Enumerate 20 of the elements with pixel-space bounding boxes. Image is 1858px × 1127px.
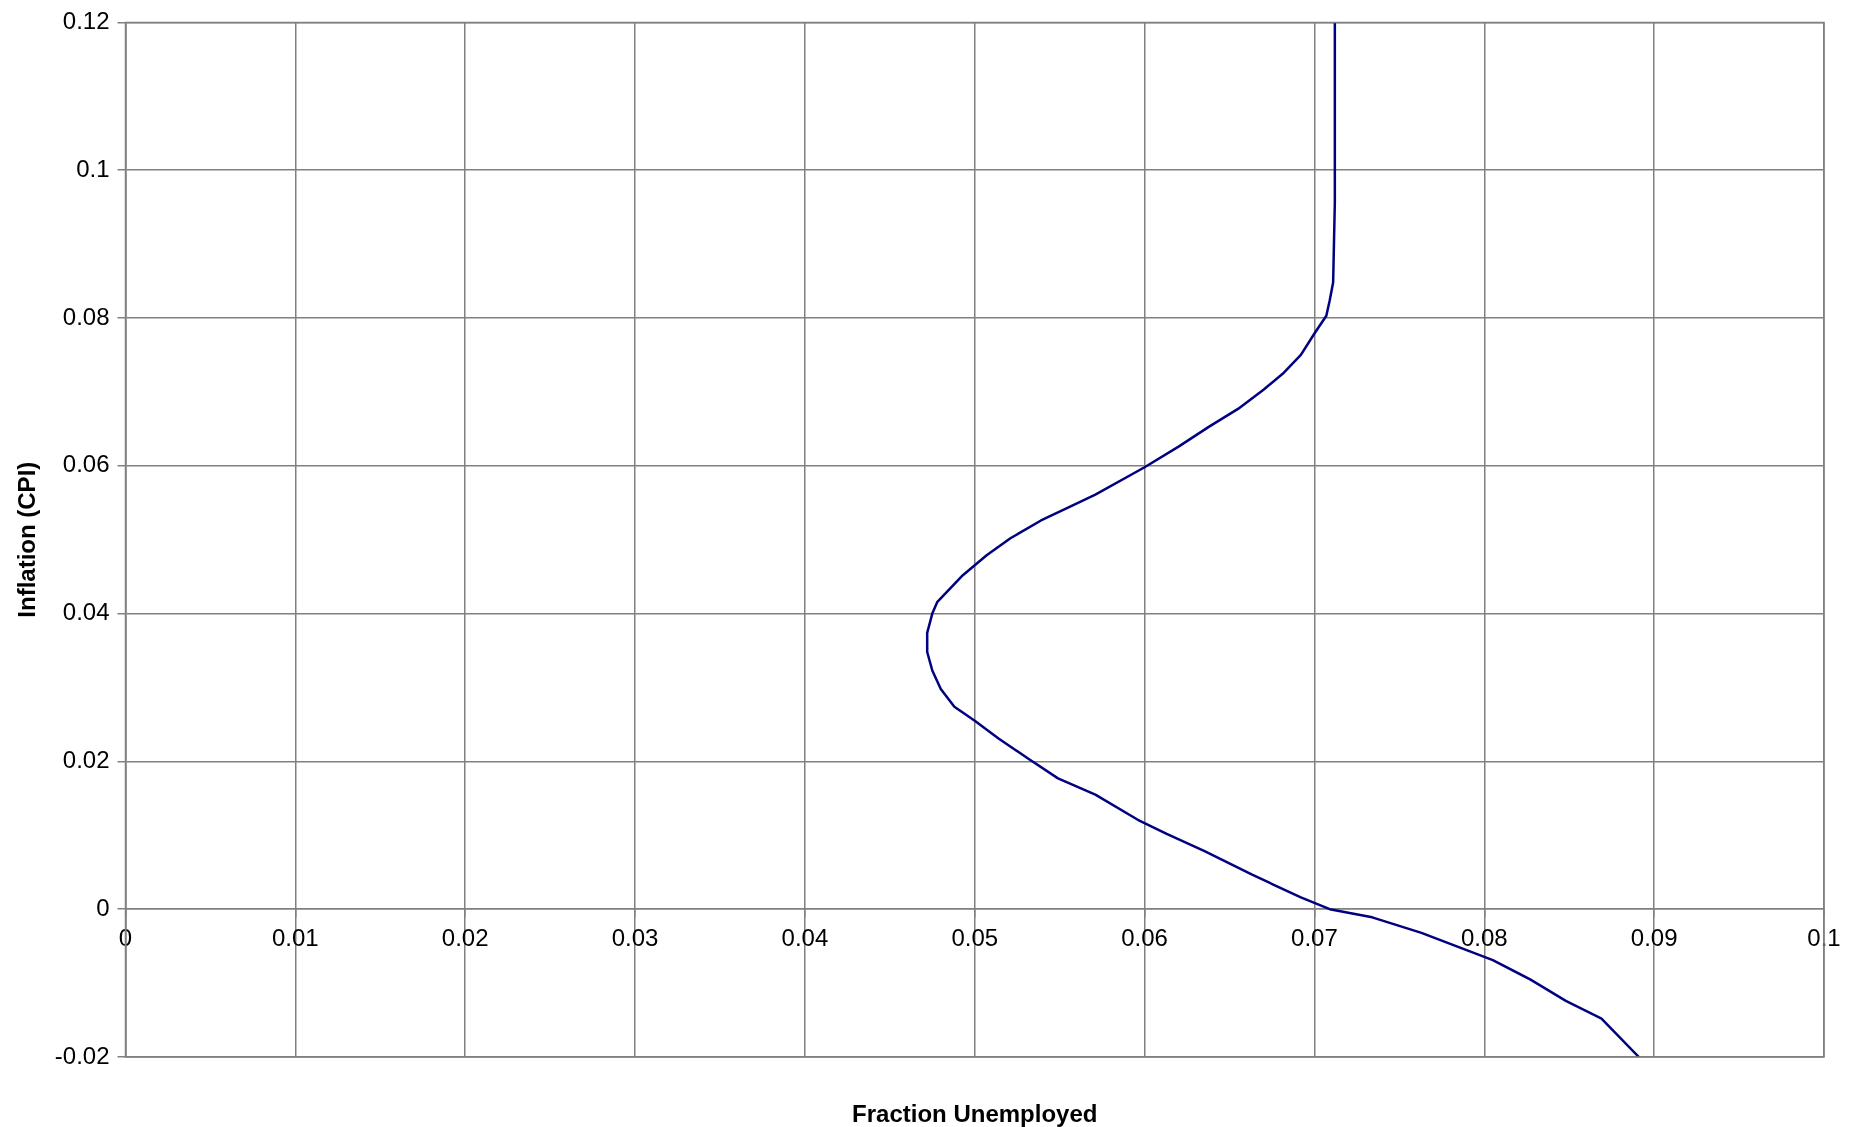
y-tick-label: 0.1 xyxy=(76,154,110,182)
y-tick-label: 0 xyxy=(96,893,110,921)
y-tick-label: 0.04 xyxy=(62,598,110,626)
y-tick-label: 0.12 xyxy=(62,7,110,35)
x-tick-label: 0.06 xyxy=(1121,924,1168,952)
x-tick-label: 0.04 xyxy=(781,924,829,952)
y-tick-label: 0.06 xyxy=(62,450,110,478)
y-axis-title: Inflation (CPI) xyxy=(13,461,41,618)
y-tick-label: -0.02 xyxy=(54,1041,110,1069)
x-tick-label: 0.03 xyxy=(611,924,659,952)
x-tick-label: 0.1 xyxy=(1807,924,1841,952)
y-tick-label: 0.02 xyxy=(62,746,110,774)
x-tick-label: 0.05 xyxy=(951,924,999,952)
x-axis-title: Fraction Unemployed xyxy=(852,1099,1098,1127)
x-tick-label: 0.01 xyxy=(271,924,319,952)
x-tick-label: 0.02 xyxy=(441,924,489,952)
x-tick-label: 0.07 xyxy=(1291,924,1338,952)
y-tick-label: 0.08 xyxy=(62,302,110,330)
x-tick-label: 0.08 xyxy=(1460,924,1508,952)
x-tick-label: 0.09 xyxy=(1630,924,1678,952)
